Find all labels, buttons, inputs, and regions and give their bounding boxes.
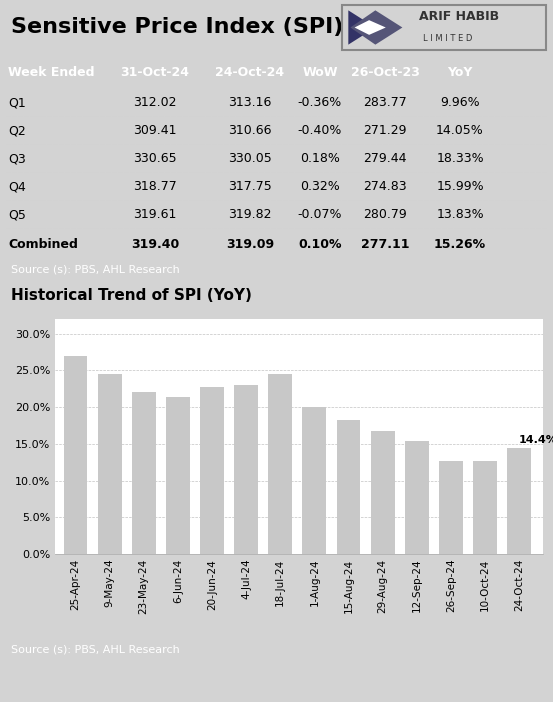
Text: 318.77: 318.77 bbox=[133, 180, 177, 194]
Text: Source (s): PBS, AHL Research: Source (s): PBS, AHL Research bbox=[11, 265, 180, 275]
Bar bbox=[268, 374, 292, 554]
Text: Historical Trend of SPI (YoY): Historical Trend of SPI (YoY) bbox=[11, 288, 252, 303]
Text: WoW: WoW bbox=[302, 67, 338, 79]
Text: Q1: Q1 bbox=[8, 96, 26, 110]
Text: 15.26%: 15.26% bbox=[434, 237, 486, 251]
Polygon shape bbox=[354, 20, 386, 35]
Text: 319.61: 319.61 bbox=[133, 208, 177, 222]
Text: ARIF HABIB: ARIF HABIB bbox=[419, 11, 499, 23]
Bar bbox=[507, 449, 531, 554]
Text: 31-Oct-24: 31-Oct-24 bbox=[121, 67, 190, 79]
Text: 0.32%: 0.32% bbox=[300, 180, 340, 194]
Text: 14.4%: 14.4% bbox=[519, 435, 553, 445]
Bar bbox=[371, 431, 394, 554]
Text: 330.05: 330.05 bbox=[228, 152, 272, 166]
Text: Sensitive Price Index (SPI): Sensitive Price Index (SPI) bbox=[11, 18, 343, 37]
Text: 312.02: 312.02 bbox=[133, 96, 177, 110]
Text: Q2: Q2 bbox=[8, 124, 26, 138]
Text: 14.05%: 14.05% bbox=[436, 124, 484, 138]
Text: Q4: Q4 bbox=[8, 180, 26, 194]
Text: Q3: Q3 bbox=[8, 152, 26, 166]
Text: L I M I T E D: L I M I T E D bbox=[423, 34, 473, 43]
Text: 310.66: 310.66 bbox=[228, 124, 272, 138]
Text: Source (s): PBS, AHL Research: Source (s): PBS, AHL Research bbox=[11, 645, 180, 655]
Text: 317.75: 317.75 bbox=[228, 180, 272, 194]
Text: Q5: Q5 bbox=[8, 208, 26, 222]
Text: 319.82: 319.82 bbox=[228, 208, 272, 222]
Polygon shape bbox=[348, 11, 375, 45]
Bar bbox=[439, 461, 463, 554]
Text: 283.77: 283.77 bbox=[363, 96, 407, 110]
Text: 13.83%: 13.83% bbox=[436, 208, 484, 222]
Text: 9.96%: 9.96% bbox=[440, 96, 480, 110]
Text: 274.83: 274.83 bbox=[363, 180, 407, 194]
Text: 0.10%: 0.10% bbox=[298, 237, 342, 251]
FancyBboxPatch shape bbox=[342, 6, 546, 50]
Text: 330.65: 330.65 bbox=[133, 152, 177, 166]
Text: 277.11: 277.11 bbox=[361, 237, 409, 251]
Bar bbox=[98, 374, 122, 554]
Text: -0.07%: -0.07% bbox=[298, 208, 342, 222]
Bar bbox=[405, 441, 429, 554]
Polygon shape bbox=[351, 11, 403, 45]
Text: -0.36%: -0.36% bbox=[298, 96, 342, 110]
Bar bbox=[64, 357, 87, 554]
Text: 24-Oct-24: 24-Oct-24 bbox=[216, 67, 285, 79]
Text: YoY: YoY bbox=[447, 67, 473, 79]
Text: 15.99%: 15.99% bbox=[436, 180, 484, 194]
Text: 18.33%: 18.33% bbox=[436, 152, 484, 166]
Text: 313.16: 313.16 bbox=[228, 96, 272, 110]
Bar bbox=[302, 407, 326, 554]
Text: 26-Oct-23: 26-Oct-23 bbox=[351, 67, 419, 79]
Bar bbox=[337, 420, 361, 554]
Text: Week Ended: Week Ended bbox=[8, 67, 95, 79]
Text: 0.18%: 0.18% bbox=[300, 152, 340, 166]
Text: 319.40: 319.40 bbox=[131, 237, 179, 251]
Bar bbox=[473, 461, 497, 554]
Bar bbox=[234, 385, 258, 554]
Text: 280.79: 280.79 bbox=[363, 208, 407, 222]
Text: 271.29: 271.29 bbox=[363, 124, 407, 138]
Text: 279.44: 279.44 bbox=[363, 152, 407, 166]
Text: 309.41: 309.41 bbox=[133, 124, 177, 138]
Text: -0.40%: -0.40% bbox=[298, 124, 342, 138]
Text: Combined: Combined bbox=[8, 237, 78, 251]
Bar bbox=[200, 387, 224, 554]
Text: 319.09: 319.09 bbox=[226, 237, 274, 251]
Bar bbox=[132, 392, 156, 554]
Bar bbox=[166, 397, 190, 554]
